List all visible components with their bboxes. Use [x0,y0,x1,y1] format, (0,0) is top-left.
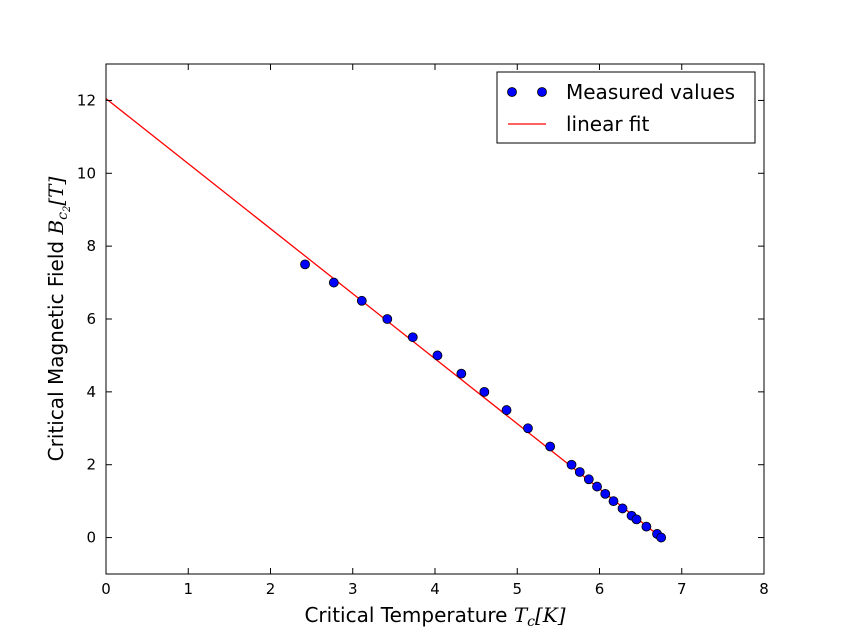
data-point [608,496,619,507]
data-point [566,459,577,470]
x-tick-label: 4 [430,580,440,598]
data-point [328,277,339,288]
y-axis-label: Critical Magnetic Field Bc2[T] [44,176,73,461]
data-point [574,467,585,477]
data-point [545,441,556,452]
data-point [407,332,418,343]
data-point [617,503,628,514]
legend: Measured values linear fit [496,71,756,144]
x-tick-label: 7 [677,580,687,598]
y-tick-label: 2 [86,456,96,474]
x-tick-label: 5 [512,580,522,598]
data-point [382,314,393,324]
legend-box [496,71,756,144]
data-point [456,368,467,379]
legend-marker-measured-values [507,87,517,97]
data-point [631,514,642,525]
data-point [356,295,367,306]
legend-label-linear-fit: linear fit [566,112,650,136]
data-point [600,488,611,499]
x-tick-label: 1 [183,580,193,598]
x-tick-label: 0 [101,580,111,598]
data-point [641,521,652,532]
data-point [479,386,490,397]
y-tick-label: 12 [77,91,96,109]
plot-background [106,64,764,574]
y-tick-label: 8 [86,237,96,255]
x-tick-label: 6 [595,580,605,598]
data-point [432,350,443,361]
x-tick-label: 2 [266,580,276,598]
data-point [300,259,310,270]
plot-frame [105,63,765,575]
data-point [523,423,533,434]
y-tick-label: 10 [77,164,96,182]
plot-area [105,98,667,543]
y-tick-label: 4 [86,383,96,401]
data-point [501,405,512,415]
x-tick-label: 8 [759,580,769,598]
data-point [583,474,594,485]
legend-label-measured-values: Measured values [566,80,735,104]
y-tick-label: 0 [86,529,96,547]
data-point [656,532,667,543]
data-point [592,481,602,492]
y-tick-label: 6 [86,310,96,328]
legend-marker-measured-values [537,87,547,97]
x-tick-label: 3 [348,580,358,598]
x-axis-label: Critical Temperature Tc[K] [304,603,565,630]
